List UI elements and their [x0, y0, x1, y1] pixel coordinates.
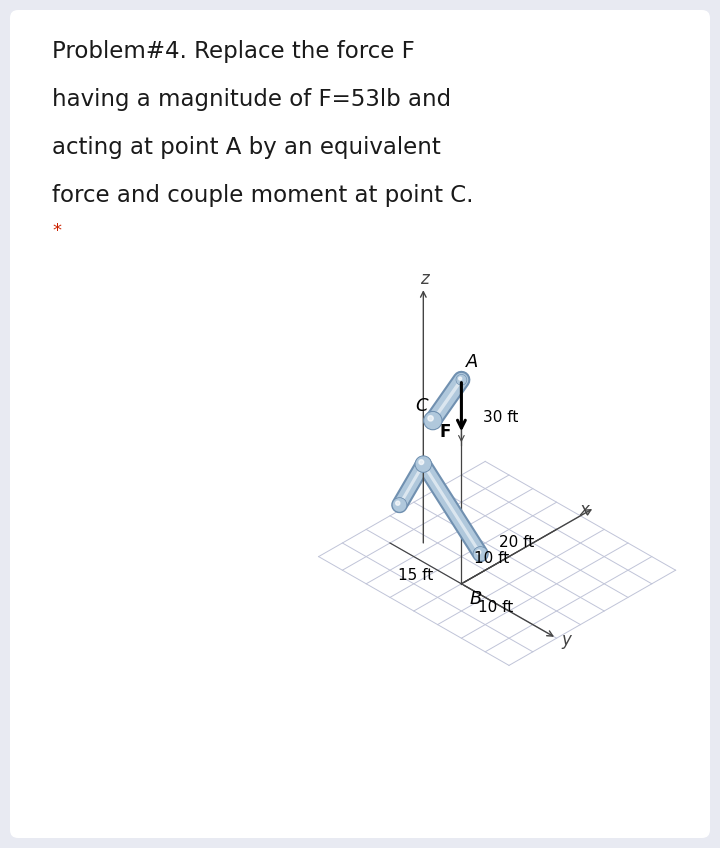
Text: 30 ft: 30 ft: [483, 410, 519, 426]
Circle shape: [456, 375, 467, 385]
Text: acting at point A by an equivalent: acting at point A by an equivalent: [52, 136, 441, 159]
Circle shape: [425, 413, 441, 428]
Text: F: F: [440, 423, 451, 441]
Circle shape: [477, 550, 481, 555]
Text: force and couple moment at point C.: force and couple moment at point C.: [52, 184, 474, 207]
Circle shape: [428, 416, 433, 421]
Circle shape: [457, 376, 466, 384]
Circle shape: [424, 411, 442, 430]
Text: C: C: [415, 397, 428, 415]
Text: y: y: [562, 631, 572, 650]
Circle shape: [393, 499, 405, 511]
Text: z: z: [420, 271, 428, 288]
Circle shape: [459, 377, 462, 380]
Circle shape: [416, 457, 431, 471]
Circle shape: [419, 460, 423, 465]
Text: *: *: [52, 222, 61, 240]
FancyBboxPatch shape: [10, 10, 710, 838]
Circle shape: [396, 501, 400, 505]
Circle shape: [474, 547, 487, 561]
Text: B: B: [469, 590, 482, 608]
Text: 10 ft: 10 ft: [474, 550, 509, 566]
Text: x: x: [580, 500, 590, 519]
Circle shape: [474, 548, 487, 560]
Circle shape: [392, 498, 407, 512]
Text: A: A: [467, 353, 479, 371]
Text: 20 ft: 20 ft: [500, 535, 535, 550]
Text: having a magnitude of F=53lb and: having a magnitude of F=53lb and: [52, 88, 451, 111]
Text: 15 ft: 15 ft: [398, 568, 433, 583]
Circle shape: [415, 456, 431, 472]
Text: 10 ft: 10 ft: [477, 600, 513, 615]
Text: Problem#4. Replace the force F: Problem#4. Replace the force F: [52, 40, 415, 63]
